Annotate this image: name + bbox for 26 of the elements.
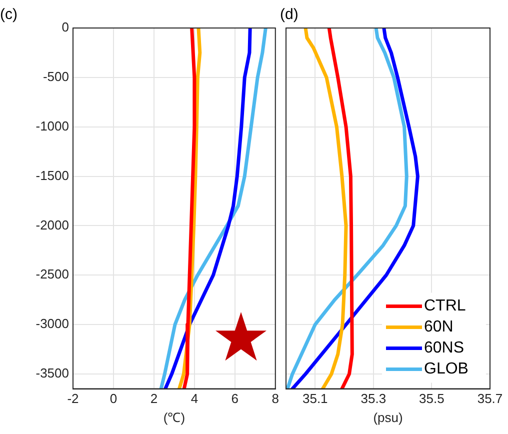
x-tick-label: 35.3 (360, 391, 386, 406)
chart-title: (c) (0, 6, 18, 24)
y-tick-label: 0 (62, 20, 69, 35)
legend-label: 60NS (424, 340, 464, 357)
x-tick-label: 0 (110, 391, 118, 406)
y-tick-label: -1000 (36, 118, 69, 134)
x-tick-label: 2 (150, 391, 158, 406)
legend-label: GLOB (424, 360, 468, 378)
x-tick-label: 6 (231, 391, 239, 406)
legend-label: 60N (424, 318, 454, 336)
x-axis-title: (℃) (163, 410, 186, 425)
legend-label: CTRL (424, 298, 466, 315)
y-tick-label: -2500 (36, 266, 69, 282)
chart-title: (d) (280, 6, 298, 24)
x-tick-label: 8 (272, 391, 279, 406)
x-tick-label: 4 (190, 391, 198, 406)
y-tick-label: -1500 (36, 168, 69, 183)
x-tick-label: 35.7 (477, 391, 503, 406)
x-axis-title: (psu) (373, 410, 403, 425)
y-tick-label: -500 (42, 69, 69, 84)
x-tick-label: 35.1 (302, 391, 328, 406)
y-tick-label: -2000 (36, 217, 69, 232)
x-tick-label: 35.5 (419, 391, 444, 406)
x-tick-label: -2 (67, 391, 79, 406)
y-tick-label: -3500 (36, 366, 69, 381)
y-tick-label: -3000 (36, 316, 69, 332)
